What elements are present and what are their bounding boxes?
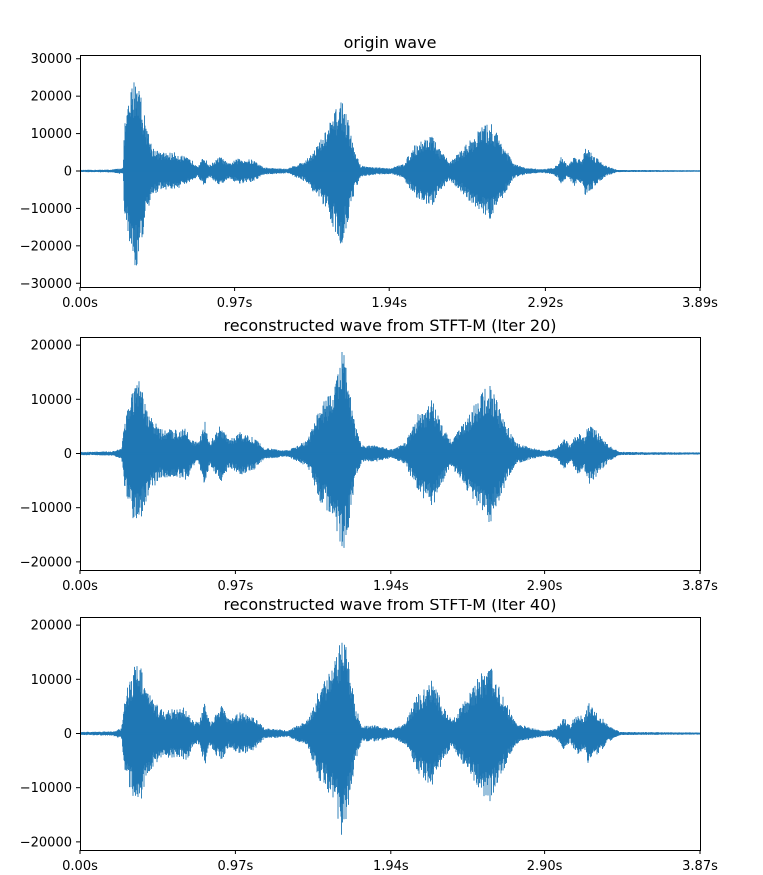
y-tick-label: −30000 — [20, 277, 72, 292]
waveform-layer — [80, 82, 700, 266]
x-tick-label: 1.94s — [373, 859, 409, 874]
plot-title: origin wave — [344, 33, 437, 52]
axes-frame — [80, 337, 701, 571]
y-tick-label: 0 — [64, 165, 72, 180]
x-tick-label: 0.97s — [217, 296, 253, 311]
waveform-series — [80, 642, 700, 835]
y-tick-label: 0 — [64, 447, 72, 462]
y-tick-label: 10000 — [31, 393, 72, 408]
waveform-layer — [80, 352, 700, 548]
x-tick-label: 2.92s — [528, 296, 564, 311]
y-tick-label: −20000 — [20, 555, 72, 570]
x-tick-label: 0.97s — [218, 579, 254, 594]
y-tick-label: −10000 — [20, 781, 72, 796]
y-tick-label: 10000 — [31, 127, 72, 142]
reconstructed-iter-20-plot: reconstructed wave from STFT-M (Iter 20)… — [20, 318, 718, 594]
y-tick-label: −20000 — [20, 239, 72, 254]
y-tick-label: −10000 — [20, 501, 72, 516]
ticks-layer: 20000 10000 0 −10000 −20000 0.00s 0.97s 1.94s 2.… — [20, 339, 718, 594]
axes-frame — [80, 617, 701, 851]
x-tick-label: 0.00s — [62, 296, 98, 311]
x-tick-label: 2.90s — [527, 859, 563, 874]
x-tick-label: 0.00s — [62, 579, 98, 594]
x-tick-label: 1.94s — [373, 579, 409, 594]
x-tick-label: 0.00s — [62, 859, 98, 874]
origin-wave-plot: origin wave 30000 20000 10000 0 −10000 −20000… — [20, 33, 718, 311]
x-tick-label: 1.94s — [371, 296, 407, 311]
x-tick-label: 0.97s — [218, 859, 254, 874]
y-tick-label: 20000 — [31, 90, 72, 105]
y-tick-label: 30000 — [31, 52, 72, 67]
waveform-series — [80, 352, 700, 548]
x-tick-label: 3.87s — [682, 579, 718, 594]
ticks-layer: 20000 10000 0 −10000 −20000 0.00s 0.97s 1.94s 2.… — [20, 619, 718, 874]
y-tick-label: 10000 — [31, 673, 72, 688]
y-tick-label: 20000 — [31, 339, 72, 354]
ticks-layer: 30000 20000 10000 0 −10000 −20000 −30000 0.00s 0… — [20, 52, 718, 311]
y-tick-label: −10000 — [20, 202, 72, 217]
x-tick-label: 3.87s — [682, 859, 718, 874]
x-tick-label: 2.90s — [527, 579, 563, 594]
plot-title: reconstructed wave from STFT-M (Iter 20) — [223, 318, 556, 335]
axes-frame — [80, 55, 701, 288]
waveform-layer — [80, 642, 700, 835]
y-tick-label: 20000 — [31, 619, 72, 634]
waveform-series — [80, 82, 700, 266]
x-tick-label: 3.89s — [682, 296, 718, 311]
y-tick-label: −20000 — [20, 835, 72, 850]
y-tick-label: 0 — [64, 727, 72, 742]
reconstructed-iter-40-plot: reconstructed wave from STFT-M (Iter 40)… — [20, 599, 718, 874]
plot-title: reconstructed wave from STFT-M (Iter 40) — [223, 599, 556, 614]
